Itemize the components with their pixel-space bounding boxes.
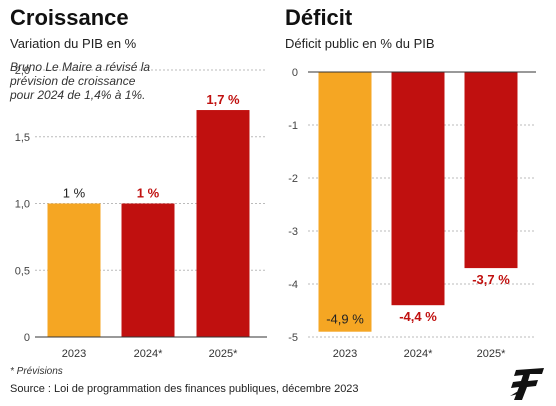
y-tick-label: 0 — [292, 67, 298, 79]
bar-2025 — [464, 72, 518, 269]
deficit-title: Déficit — [285, 5, 353, 30]
x-tick-label: 2023 — [333, 348, 357, 360]
y-tick-label: 0 — [24, 332, 30, 344]
source-line: Source : Loi de programmation des financ… — [10, 383, 359, 395]
x-tick-label: 2024* — [134, 348, 163, 360]
le-figaro-logo-icon — [510, 368, 544, 400]
y-tick-label: -1 — [288, 120, 298, 132]
data-label: 1 % — [137, 186, 160, 201]
y-tick-label: 2,0 — [15, 65, 30, 77]
x-tick-label: 2024* — [404, 348, 433, 360]
y-tick-label: -4 — [288, 279, 298, 291]
data-label: 1 % — [63, 186, 86, 201]
data-label: -3,7 % — [472, 272, 510, 287]
y-tick-label: -5 — [288, 332, 298, 344]
bar-2024 — [121, 203, 175, 337]
x-tick-label: 2025* — [477, 348, 506, 360]
croissance-title: Croissance — [10, 5, 129, 30]
annotation-note: Bruno Le Maire a révisé la prévision de … — [10, 60, 151, 102]
bar-2025 — [196, 110, 250, 337]
y-tick-label: 1,5 — [15, 132, 30, 144]
data-label: -4,9 % — [326, 312, 364, 327]
deficit-subtitle: Déficit public en % du PIB — [285, 36, 435, 51]
x-tick-label: 2023 — [62, 348, 86, 360]
bar-2023 — [47, 203, 101, 337]
croissance-subtitle: Variation du PIB en % — [10, 36, 137, 51]
y-tick-label: 1,0 — [15, 199, 30, 211]
data-label: -4,4 % — [399, 309, 437, 324]
y-tick-label: 0,5 — [15, 265, 30, 277]
bar-2024 — [391, 72, 445, 306]
y-tick-label: -2 — [288, 173, 298, 185]
footnote: * Prévisions — [10, 366, 63, 377]
data-label: 1,7 % — [206, 92, 240, 107]
y-tick-label: -3 — [288, 226, 298, 238]
bar-2023 — [318, 72, 372, 332]
x-tick-label: 2025* — [209, 348, 238, 360]
